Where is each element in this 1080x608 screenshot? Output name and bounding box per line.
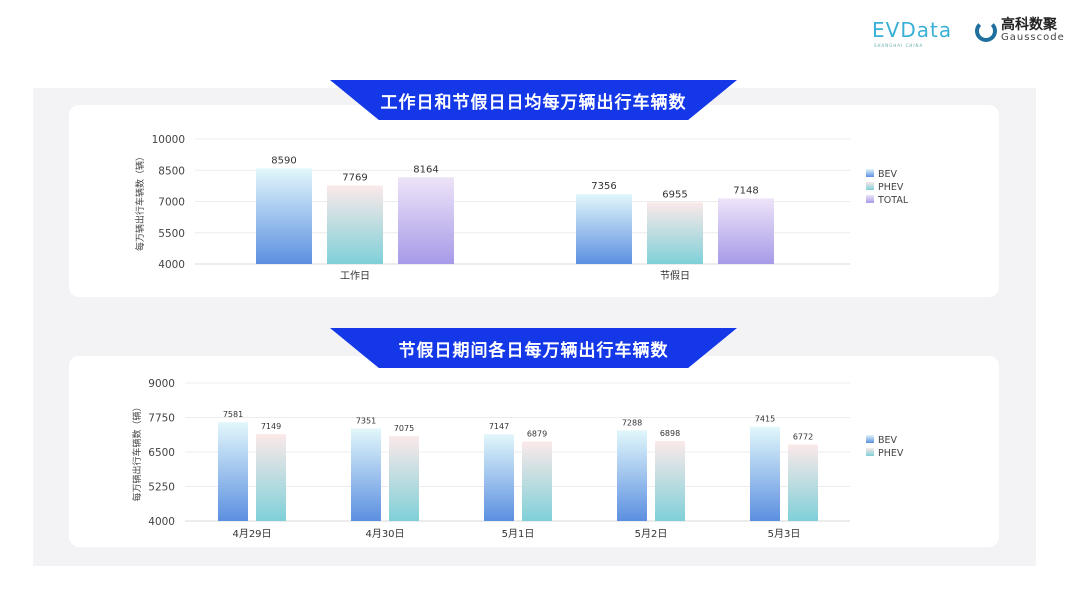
bar-bev: [484, 434, 514, 521]
data-label: 8590: [271, 155, 296, 166]
evdata-logo-text: EVData: [872, 18, 953, 42]
legend-swatch: [866, 169, 874, 177]
data-label: 7581: [223, 410, 243, 419]
gausscode-logo: 高科数聚 Gausscode: [975, 18, 1065, 43]
bar-total: [718, 198, 774, 264]
data-label: 7415: [755, 415, 775, 424]
data-label: 7351: [356, 417, 376, 426]
data-label: 6955: [662, 189, 687, 200]
data-label: 6879: [527, 430, 547, 439]
data-label: 8164: [413, 164, 438, 175]
x-tick-label: 5月2日: [635, 528, 668, 540]
chart-title-2: 节假日期间各日每万辆出行车辆数: [330, 328, 737, 368]
data-label: 7769: [342, 172, 367, 183]
evdata-logo-sub: SHANGHAI CHINA: [874, 43, 924, 48]
bar-phev: [256, 434, 286, 521]
bar-phev: [655, 441, 685, 521]
bar-phev: [647, 202, 703, 264]
legend-label: PHEV: [878, 182, 904, 193]
gausscode-en: Gausscode: [1001, 32, 1065, 43]
y-tick-label: 6500: [148, 447, 175, 459]
gausscode-mark-icon: [975, 19, 997, 42]
data-label: 7075: [394, 424, 414, 433]
bar-phev: [522, 441, 552, 521]
data-label: 7149: [261, 422, 281, 431]
bar-phev: [389, 436, 419, 521]
y-tick-label: 9000: [148, 378, 175, 390]
bar-bev: [256, 168, 312, 264]
evdata-logo: EVData SHANGHAI CHINA: [872, 18, 953, 48]
x-tick-label: 4月29日: [232, 528, 271, 540]
legend-swatch: [866, 435, 874, 443]
legend-swatch: [866, 448, 874, 456]
y-tick-label: 7000: [158, 197, 185, 209]
bar-bev: [218, 422, 248, 521]
bar-bev: [750, 426, 780, 521]
data-label: 7356: [591, 181, 616, 192]
legend-swatch: [866, 195, 874, 203]
y-axis-label: 每万辆出行车辆数（辆）: [134, 152, 146, 251]
bar-total: [398, 177, 454, 264]
y-tick-label: 5250: [148, 482, 175, 494]
y-tick-label: 4000: [158, 259, 185, 271]
x-tick-label: 5月1日: [502, 528, 535, 540]
chart-title-1: 工作日和节假日日均每万辆出行车辆数: [330, 80, 737, 120]
y-tick-label: 10000: [152, 134, 185, 146]
x-tick-label: 5月3日: [768, 528, 801, 540]
x-tick-label: 4月30日: [365, 528, 404, 540]
data-label: 6898: [660, 429, 680, 438]
bar-bev: [617, 430, 647, 521]
x-tick-label: 节假日: [660, 269, 690, 282]
chart-2: 4000 5250 6500 7750 9000 每万辆出行车辆数（辆） 7581 7149 4…: [131, 378, 904, 540]
legend-label: BEV: [878, 169, 898, 180]
y-tick-label: 8500: [158, 165, 185, 177]
legend-label: BEV: [878, 435, 898, 446]
x-tick-label: 工作日: [340, 270, 370, 282]
y-axis-label: 每万辆出行车辆数（辆）: [131, 402, 143, 501]
data-label: 7148: [733, 185, 758, 196]
data-label: 7147: [489, 422, 509, 431]
data-label: 6772: [793, 432, 813, 441]
bar-bev: [351, 428, 381, 521]
gausscode-cn: 高科数聚: [1001, 17, 1057, 33]
legend-label: PHEV: [878, 448, 904, 459]
legend-swatch: [866, 182, 874, 190]
bar-phev: [788, 444, 818, 521]
data-label: 7288: [622, 418, 642, 427]
y-tick-label: 4000: [148, 516, 175, 528]
y-tick-label: 7750: [148, 413, 175, 425]
chart-1: 4000 5500 7000 8500 10000 每万辆出行车辆数（辆） 8590 7769…: [134, 134, 909, 282]
legend-label: TOTAL: [877, 195, 909, 206]
bar-bev: [576, 194, 632, 264]
y-tick-label: 5500: [158, 228, 185, 240]
bar-phev: [327, 185, 383, 264]
